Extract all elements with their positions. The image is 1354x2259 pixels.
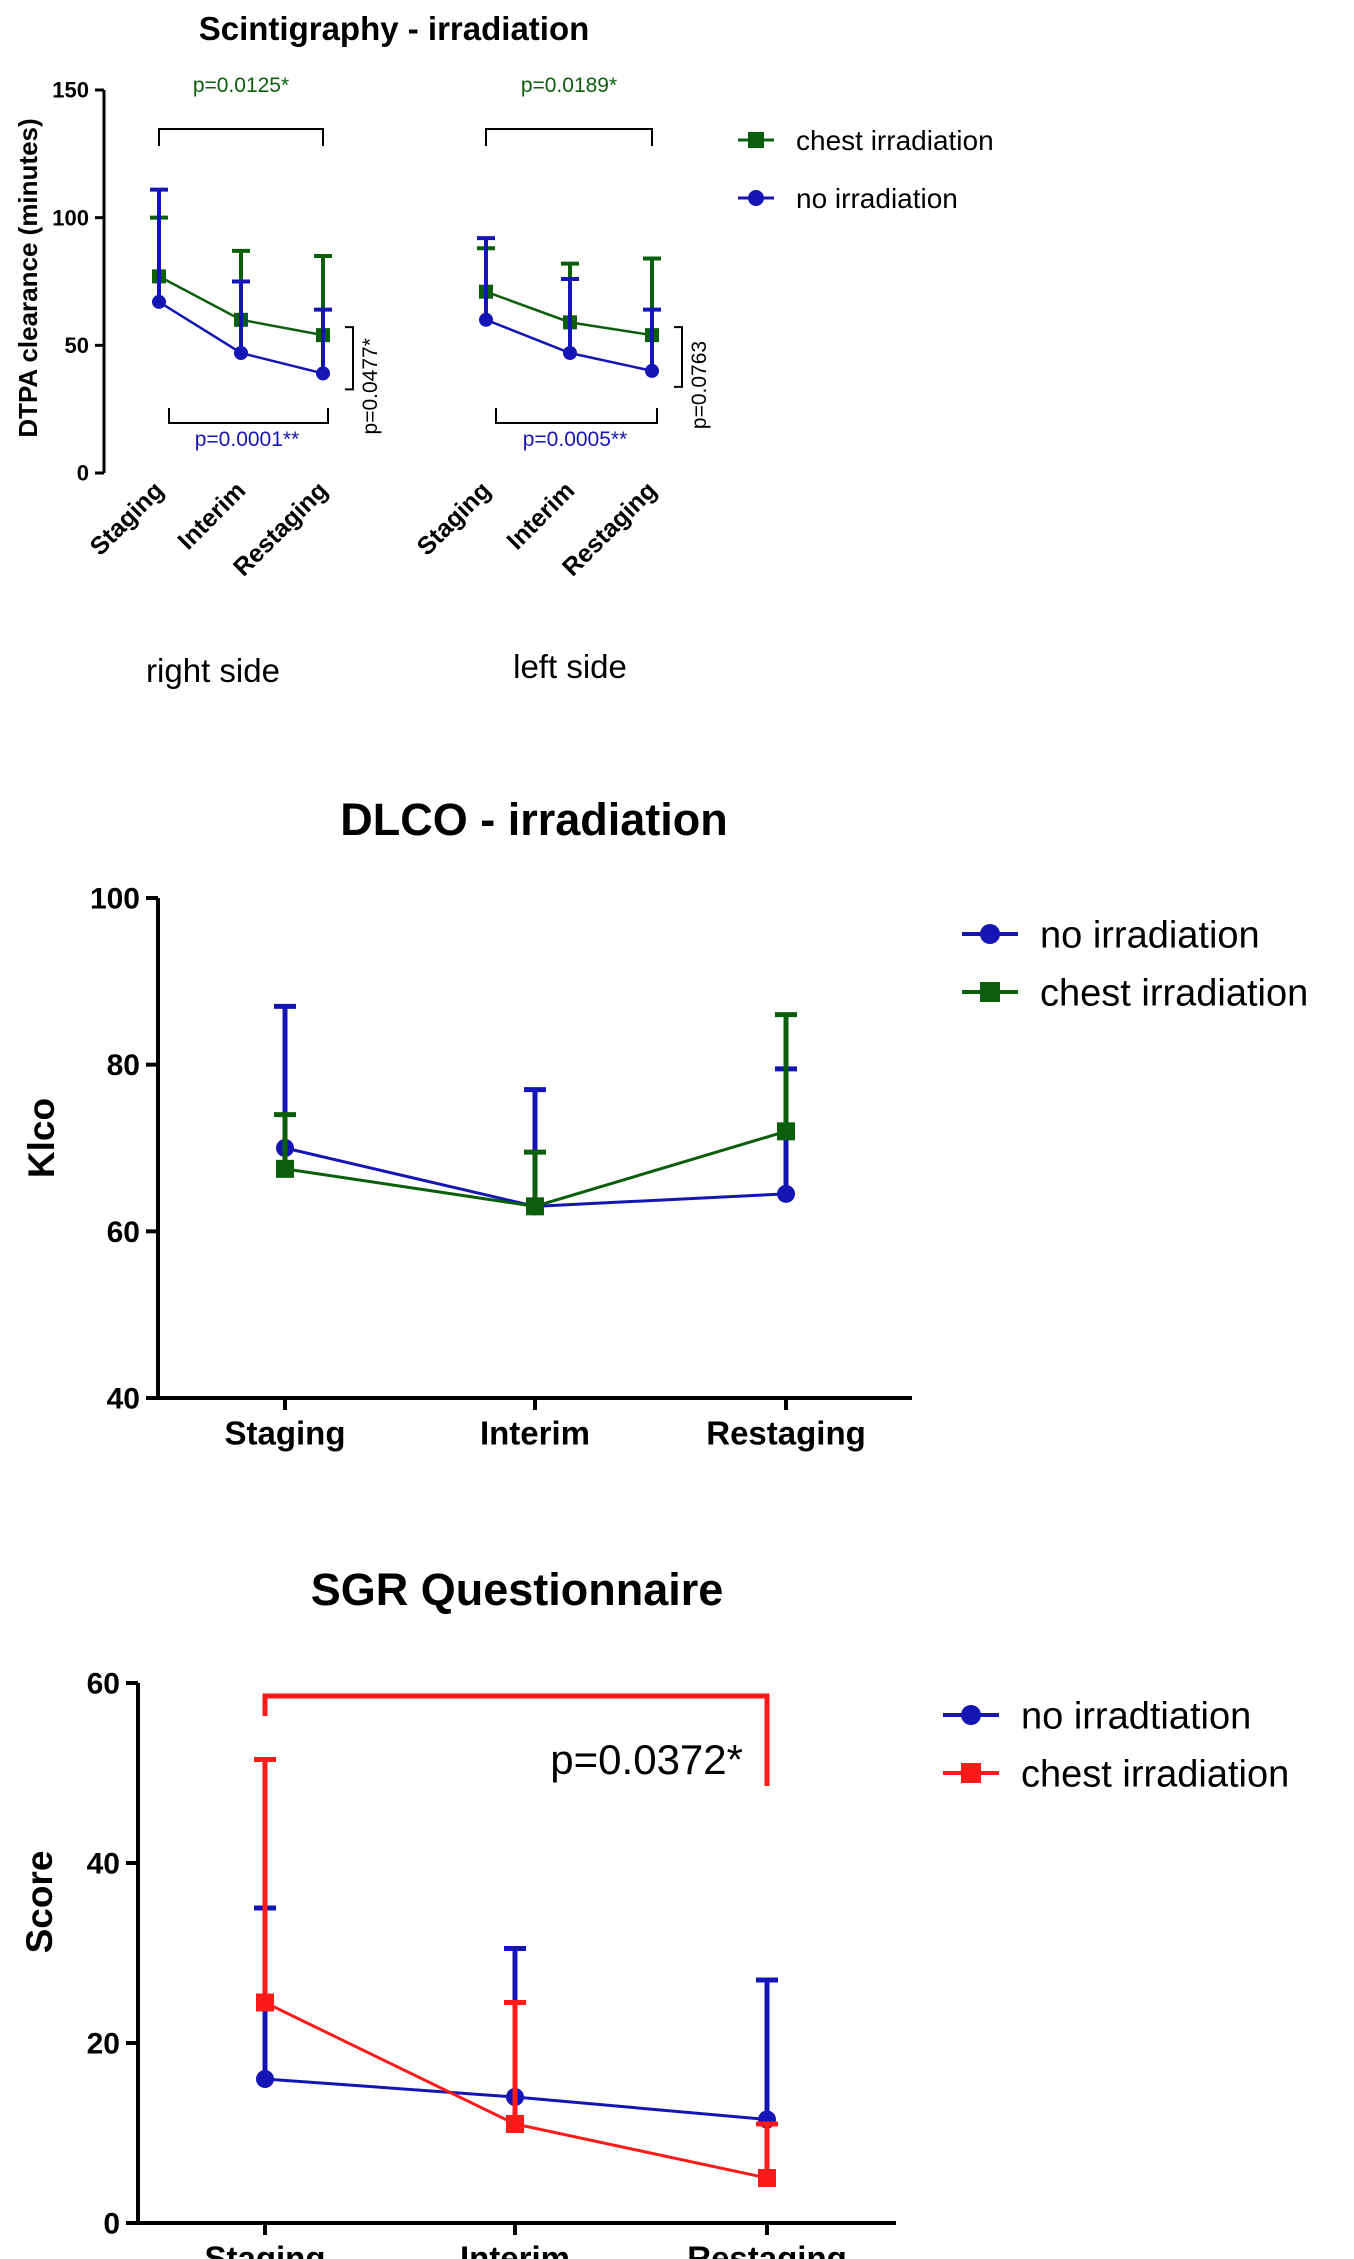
y-tick-label: 100 [52, 205, 89, 230]
p-value-label: p=0.0189* [521, 74, 617, 97]
scintigraphy-panel: Scintigraphy - irradiation DTPA clearanc… [13, 10, 994, 689]
chest-irradiation-legend-marker [980, 982, 1000, 1002]
top-bracket [485, 128, 653, 146]
chest-irradiation-legend-marker [748, 132, 764, 148]
bottom-bracket [495, 408, 658, 424]
left-side-group [477, 236, 661, 378]
dlco-axes: 40 60 80 100 Staging Interim Restaging [90, 883, 912, 1452]
no-irradtiation-legend-label: no irradtiation [1021, 1695, 1251, 1737]
x-tick-label-interim: Interim [460, 2240, 570, 2259]
dlco-series [274, 1003, 797, 1216]
no-irradtiation-legend-marker [961, 1705, 981, 1725]
dlco-title: DLCO - irradiation [340, 794, 728, 845]
no-irradiation-legend-marker [748, 190, 764, 206]
chest-irradiation-legend-label: chest irradiation [796, 125, 994, 156]
scintigraphy-y-axis-label: DTPA clearance (minutes) [13, 118, 43, 437]
no-irradiation-point [563, 345, 577, 360]
left-side-label: left side [513, 648, 627, 685]
right-side-label: right side [146, 652, 280, 689]
y-tick-label: 80 [107, 1049, 140, 1082]
p-value-label: p=0.0477* [359, 338, 382, 434]
p-value-label: p=0.0125* [193, 74, 289, 97]
chest-irradiation-point [526, 1197, 544, 1216]
dlco-y-axis-label: Klco [21, 1098, 62, 1178]
no-irradiation-legend-label: no irradiation [796, 183, 958, 214]
top-bracket [158, 128, 324, 146]
chest-irradiation-point [777, 1122, 795, 1141]
chest-irradiation-point [256, 1993, 274, 2012]
sgr-panel: SGR Questionnaire Score 0 20 40 60 Staging In… [19, 1564, 1289, 2259]
no-irradiation-point [234, 345, 248, 360]
side-bracket [674, 326, 683, 388]
scintigraphy-legend: chest irradiation no irradiation [738, 125, 994, 214]
y-tick-label: 60 [107, 1216, 140, 1249]
y-tick-label: 100 [90, 883, 140, 916]
scintigraphy-title: Scintigraphy - irradiation [199, 10, 590, 47]
x-tick-label-interim: Interim [480, 1415, 590, 1452]
chest-irradiation-point [506, 2115, 524, 2133]
p-value-label: p=0.0372* [550, 1736, 743, 1783]
dlco-legend: no irradiation chest irradiation [962, 914, 1308, 1014]
no-irradtiation-point [256, 2070, 274, 2088]
scintigraphy-series [150, 187, 661, 381]
y-tick-label: 0 [103, 2208, 120, 2241]
right-side-group [150, 187, 332, 381]
x-tick-label-staging: Staging [412, 476, 497, 561]
sgr-significance-bracket: p=0.0372* [262, 1693, 770, 1786]
p-value-label: p=0.0001** [195, 428, 300, 451]
no-irradiation-legend-label: no irradiation [1040, 914, 1260, 956]
sgr-axes: 0 20 40 60 Staging Interim Restaging [87, 1668, 896, 2259]
significance-bracket [262, 1693, 770, 1786]
x-tick-label-interim: Interim [501, 476, 580, 555]
y-tick-label: 150 [52, 78, 89, 103]
chest-irradiation-legend-label: chest irradiation [1040, 972, 1308, 1014]
x-tick-label-staging: Staging [205, 2240, 326, 2259]
no-irradiation-point [152, 294, 166, 309]
sgr-y-axis-label: Score [19, 1851, 60, 1954]
y-tick-label: 50 [65, 333, 89, 358]
no-irradiation-point [479, 312, 493, 327]
scintigraphy-significance-brackets: p=0.0125* p=0.0001** p=0.0477* p=0.0189* p=0… [158, 74, 711, 451]
x-tick-label-staging: Staging [85, 476, 170, 561]
y-tick-label: 0 [77, 461, 89, 486]
p-value-label: p=0.0763 [688, 341, 711, 429]
y-tick-label: 60 [87, 1668, 120, 1701]
dlco-panel: DLCO - irradiation Klco 40 60 80 100 Staging… [21, 794, 1308, 1452]
no-irradiation-legend-marker [980, 924, 1000, 944]
sgr-title: SGR Questionnaire [311, 1564, 724, 1615]
side-bracket [345, 326, 354, 391]
x-tick-label-staging: Staging [225, 1415, 346, 1452]
y-tick-label: 40 [87, 1848, 120, 1881]
x-tick-label-restaging: Restaging [687, 2240, 847, 2259]
chest-irradiation-legend-marker [961, 1763, 981, 1783]
sgr-series [254, 1757, 778, 2187]
y-tick-label: 20 [87, 2028, 120, 2061]
p-value-label: p=0.0005** [523, 428, 628, 451]
chest-irradiation-point [276, 1159, 294, 1178]
chest-irradiation-point [758, 2169, 776, 2187]
x-tick-label-interim: Interim [172, 476, 251, 555]
sgr-legend: no irradtiation chest irradiation [943, 1695, 1289, 1795]
chest-irradiation-legend-label: chest irradiation [1021, 1753, 1289, 1795]
no-irradiation-point [645, 363, 659, 378]
y-tick-label: 40 [107, 1383, 140, 1416]
bottom-bracket [168, 408, 329, 424]
scintigraphy-y-axis: 0 50 100 150 [52, 78, 106, 486]
x-tick-label-restaging: Restaging [706, 1415, 866, 1452]
no-irradiation-point [777, 1184, 795, 1203]
no-irradiation-point [316, 366, 330, 381]
